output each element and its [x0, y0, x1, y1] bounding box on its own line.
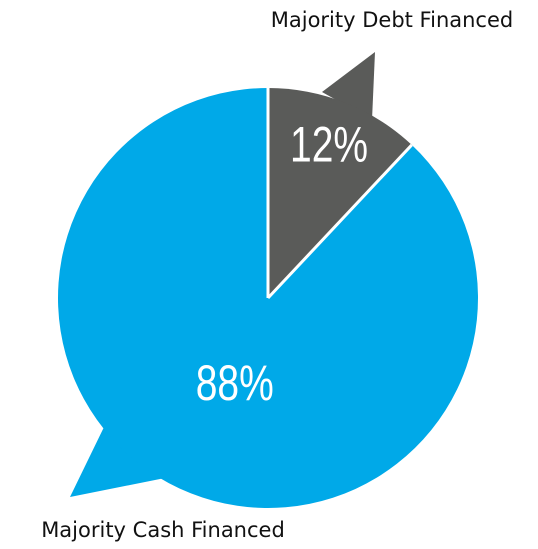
value-label: 12% [290, 116, 368, 173]
legend-label: Majority Cash Financed [41, 518, 285, 542]
bubble-tail [322, 52, 375, 120]
slice-separator [266, 143, 413, 300]
value-label: 88% [196, 354, 274, 411]
legend-label: Majority Debt Financed [271, 8, 513, 32]
bubble-tail [70, 425, 165, 497]
pie-slice [268, 88, 412, 298]
